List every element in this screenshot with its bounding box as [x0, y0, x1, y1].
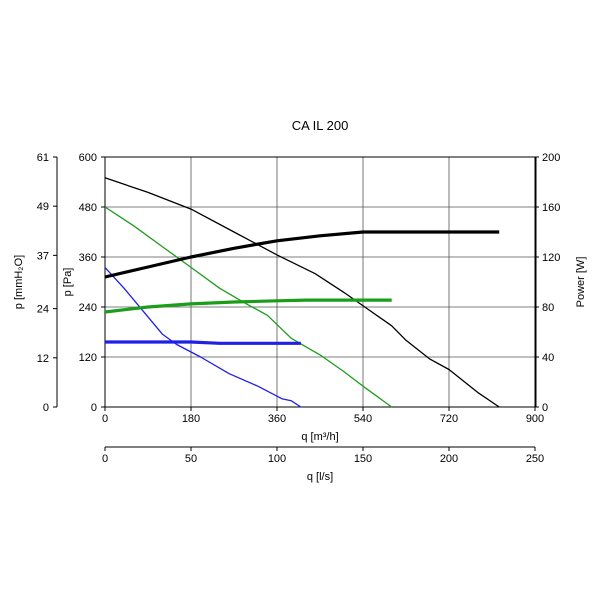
y-outer-tick-label: 12 [37, 353, 49, 365]
y-right-tick-label: 200 [542, 152, 560, 164]
y-outer-tick-label: 0 [43, 402, 49, 414]
series-layer [104, 177, 500, 408]
y-outer-axis-title: p [mmH₂O] [13, 255, 25, 309]
x2-tick-label: 200 [440, 453, 458, 465]
y-right-tick-label: 120 [542, 252, 560, 264]
x2-tick-label: 150 [354, 453, 372, 465]
y-tick-label: 0 [91, 402, 97, 414]
pressure-curve-3 [104, 266, 302, 408]
y-tick-label: 120 [79, 352, 97, 364]
y-tick-label: 480 [79, 202, 97, 214]
y-outer-tick-label: 37 [37, 250, 49, 262]
x2-tick-label: 50 [185, 453, 197, 465]
y-outer-tick-label: 49 [37, 201, 49, 213]
y-outer-tick-label: 61 [37, 152, 49, 164]
x-axis-title: q [m³/h] [301, 431, 338, 443]
grid [104, 156, 536, 408]
y-tick-label: 360 [79, 252, 97, 264]
y-right-tick-label: 80 [542, 302, 554, 314]
axes: 0 180 360 540 720 900012024036048060004080120… [37, 152, 561, 465]
x2-tick-label: 100 [268, 453, 286, 465]
pressure-curve-1 [104, 177, 500, 408]
x-tick-label: 0 [102, 413, 108, 425]
x2-tick-label: 0 [102, 453, 108, 465]
x-tick-label: 900 [526, 413, 544, 425]
y-right-axis-title: Power [W] [575, 257, 587, 308]
x2-tick-label: 250 [526, 453, 544, 465]
plot-frame [104, 156, 536, 408]
y-tick-label: 600 [79, 152, 97, 164]
chart-title: CA IL 200 [292, 118, 349, 133]
y-outer-tick-label: 24 [37, 304, 49, 316]
x-tick-label: 360 [268, 413, 286, 425]
x-tick-label: 540 [354, 413, 372, 425]
pressure-curve-2 [104, 206, 393, 408]
y-axis-title: p [Pa] [62, 268, 74, 297]
power-curve-5 [104, 298, 392, 314]
power-curve-4 [104, 230, 500, 279]
y-right-tick-label: 160 [542, 202, 560, 214]
power-curve-6 [105, 340, 301, 345]
y-right-tick-label: 40 [542, 352, 554, 364]
y-tick-label: 240 [79, 302, 97, 314]
x-tick-label: 720 [440, 413, 458, 425]
x-tick-label: 180 [182, 413, 200, 425]
y-right-tick-label: 0 [542, 402, 548, 414]
x2-axis-title: q [l/s] [307, 471, 333, 483]
